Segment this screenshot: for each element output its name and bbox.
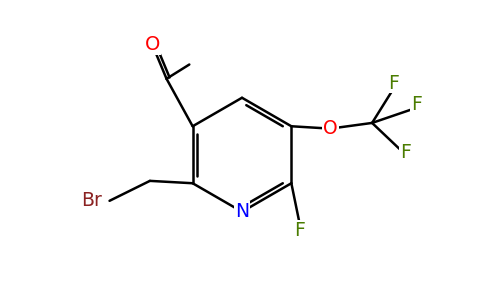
- Text: F: F: [400, 143, 411, 162]
- Text: F: F: [294, 221, 305, 240]
- Text: F: F: [388, 74, 399, 92]
- Text: F: F: [411, 95, 422, 114]
- Text: O: O: [145, 35, 160, 54]
- Text: Br: Br: [81, 191, 103, 210]
- Text: O: O: [323, 119, 338, 138]
- Text: N: N: [235, 202, 249, 221]
